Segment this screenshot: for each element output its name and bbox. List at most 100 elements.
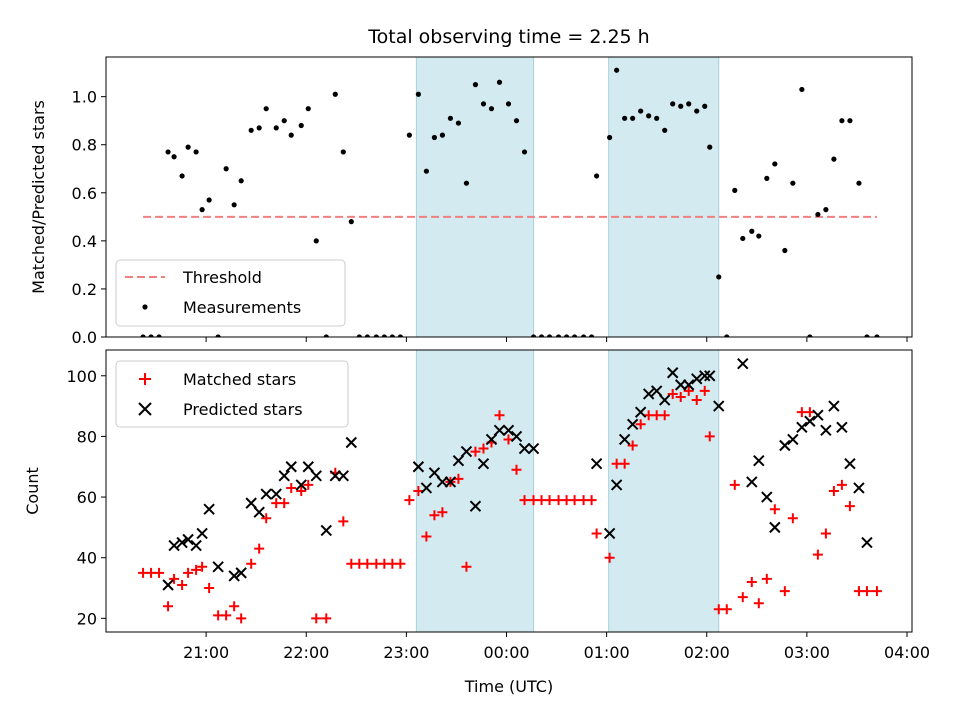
legend-frame	[115, 259, 346, 327]
measurement-point	[790, 180, 796, 186]
measurement-point	[305, 106, 311, 112]
measurement-point	[348, 219, 354, 225]
matched-point	[619, 458, 630, 469]
measurement-point	[313, 238, 319, 244]
measurement-point	[638, 108, 644, 114]
predicted-point	[804, 415, 816, 427]
predicted-point	[428, 467, 441, 479]
predicted-point	[713, 400, 725, 412]
axes-frame	[105, 349, 913, 633]
measurement-point	[165, 149, 171, 155]
measurement-point	[772, 161, 778, 167]
x-axis-label: Time (UTC)	[464, 677, 553, 696]
measurement-point	[340, 149, 346, 155]
measurement-point	[179, 173, 185, 179]
measurement-point	[630, 115, 636, 121]
measurement-point	[415, 91, 421, 97]
predicted-point	[502, 424, 515, 437]
matched-point	[261, 513, 272, 524]
legend-matched-swatch	[139, 373, 151, 385]
predicted-point	[658, 394, 671, 406]
matched-point	[279, 498, 290, 509]
predicted-point	[844, 458, 856, 470]
measurement-point	[513, 118, 520, 124]
measurement-point	[521, 149, 528, 155]
matched-point	[704, 431, 715, 442]
y-tick-label: 0.2	[72, 280, 97, 299]
predicted-point	[469, 500, 482, 512]
y-tick-label: 80	[77, 427, 97, 446]
matched-point	[635, 419, 646, 430]
predicted-point	[302, 461, 314, 473]
legend-measurements-label: Measurements	[183, 298, 301, 317]
predicted-point	[820, 424, 832, 437]
measurement-point	[614, 67, 620, 73]
x-tick-label: 03:00	[784, 643, 830, 662]
matched-point	[675, 392, 686, 402]
shaded-interval-2	[608, 349, 720, 633]
predicted-point	[337, 470, 350, 482]
y-tick-label: 0.4	[72, 232, 97, 251]
measurement-point	[686, 101, 692, 107]
matched-point	[746, 576, 757, 587]
measurement-point	[662, 127, 668, 133]
measurement-point	[488, 106, 495, 112]
measurement-point	[439, 132, 446, 138]
measurement-point	[248, 127, 254, 133]
predicted-point	[285, 461, 297, 473]
chart-title: Total observing time = 2.25 h	[367, 26, 649, 48]
series-2	[162, 357, 873, 591]
measurement-point	[281, 118, 287, 124]
predicted-point	[182, 533, 194, 546]
matched-point	[221, 610, 232, 621]
measurement-point	[231, 202, 237, 208]
predicted-point	[691, 373, 703, 385]
measurement-point	[171, 154, 177, 160]
matched-point	[183, 567, 194, 578]
matched-point	[871, 586, 882, 597]
measurement-point	[756, 233, 762, 239]
legend-threshold-label: Threshold	[182, 268, 262, 287]
series-1	[140, 67, 880, 337]
predicted-point	[295, 479, 307, 491]
predicted-point	[452, 454, 465, 467]
matched-point	[236, 613, 247, 624]
predicted-point	[812, 409, 824, 421]
predicted-point	[704, 370, 716, 382]
measurement-point	[607, 134, 613, 141]
matched-point	[828, 486, 839, 496]
predicted-point	[203, 503, 215, 515]
measurement-point	[193, 149, 199, 155]
predicted-point	[642, 388, 655, 400]
predicted-point	[260, 488, 272, 500]
measurement-point	[223, 166, 229, 172]
x-tick-label: 00:00	[483, 643, 529, 662]
predicted-point	[828, 400, 840, 412]
measurement-point	[724, 334, 730, 337]
measurement-point	[298, 122, 304, 129]
predicted-point	[699, 370, 711, 382]
measurement-point	[716, 274, 722, 280]
measurement-point	[505, 101, 512, 107]
matched-point	[246, 558, 257, 569]
matched-point	[804, 407, 815, 418]
predicted-point	[420, 482, 433, 494]
matched-point	[820, 528, 831, 539]
matched-point	[429, 510, 440, 521]
legend-top: Threshold Measurements	[115, 259, 346, 327]
predicted-point	[510, 430, 523, 443]
measurement-point	[764, 175, 770, 181]
measurement-point	[555, 334, 562, 337]
measurement-point	[874, 334, 880, 337]
matched-point	[296, 486, 307, 496]
y-tick-label: 1.0	[72, 88, 97, 107]
matched-point	[461, 561, 472, 572]
measurement-point	[256, 125, 262, 131]
measurement-point	[702, 103, 708, 109]
measurement-point	[823, 207, 829, 213]
matched-point	[204, 583, 215, 594]
x-tick-label: 23:00	[383, 643, 429, 662]
measurement-point	[148, 334, 154, 337]
y-tick-label: 0.0	[72, 328, 97, 347]
measurement-point	[463, 180, 470, 186]
